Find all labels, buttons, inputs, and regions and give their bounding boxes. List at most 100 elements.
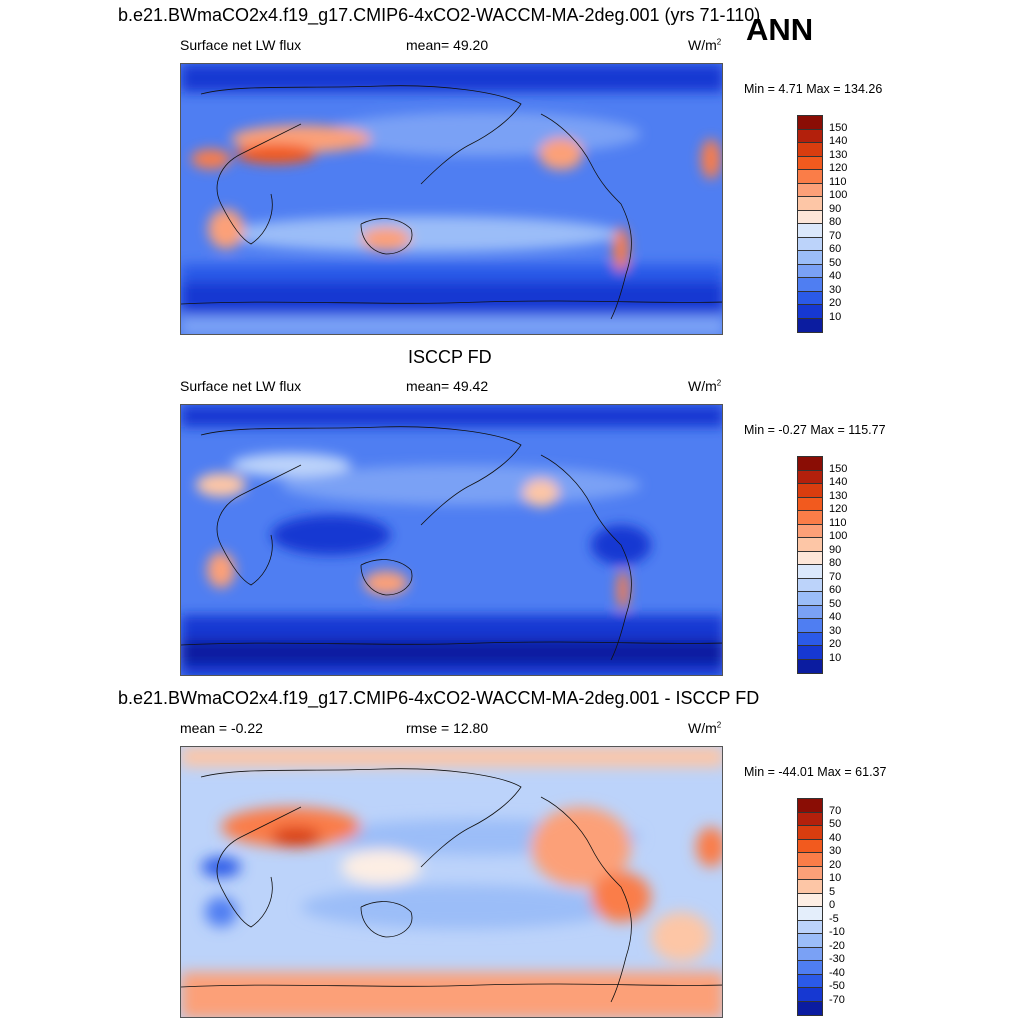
colorbar-tick-label: -40 xyxy=(829,966,845,979)
colorbar-segment xyxy=(798,839,822,853)
panel-diff-minmax: Min = -44.01 Max = 61.37 xyxy=(744,765,887,779)
colorbar-segment xyxy=(798,880,822,894)
colorbar-tick-label: 20 xyxy=(829,858,842,871)
colorbar-tick-label: 70 xyxy=(829,229,842,242)
panel-model-mean: mean= 49.20 xyxy=(406,37,489,53)
colorbar-tick-label: 120 xyxy=(829,162,848,174)
colorbar-tick-label: 20 xyxy=(829,638,842,650)
colorbar-segment xyxy=(798,893,822,907)
colorbar-segment xyxy=(798,497,822,511)
colorbar-tick-label: 40 xyxy=(829,831,842,844)
panel-obs-map xyxy=(180,404,723,676)
colorbar-segment xyxy=(798,605,822,619)
colorbar-tick-label: 20 xyxy=(829,297,842,309)
panel-diff-title: b.e21.BWmaCO2x4.f19_g17.CMIP6-4xCO2-WACC… xyxy=(118,688,760,708)
colorbar-segment xyxy=(798,129,822,143)
colorbar-tick-label: 50 xyxy=(829,256,842,269)
colorbar-segment xyxy=(798,1001,822,1015)
colorbar-segment xyxy=(798,551,822,565)
colorbar-tick-label: 50 xyxy=(829,597,842,610)
panel-diff-colorbar xyxy=(797,798,823,1016)
colorbar-segment xyxy=(798,170,822,184)
panel-diff-map xyxy=(180,746,723,1018)
season-label: ANN xyxy=(746,12,814,47)
colorbar-segment xyxy=(798,947,822,961)
colorbar-segment xyxy=(798,318,822,332)
colorbar-segment xyxy=(798,799,822,813)
colorbar-tick-label: 10 xyxy=(829,651,842,664)
colorbar-tick-label: -5 xyxy=(829,912,839,925)
colorbar-tick-label: 30 xyxy=(829,624,842,637)
panel-obs-variable: Surface net LW flux xyxy=(180,378,302,394)
colorbar-tick-label: 10 xyxy=(829,310,842,323)
colorbar-tick-label: 40 xyxy=(829,611,842,623)
panel-diff-mean: mean = -0.22 xyxy=(180,720,263,736)
panel-diff-rmse: rmse = 12.80 xyxy=(406,720,489,736)
colorbar-segment xyxy=(798,920,822,934)
colorbar-segment xyxy=(798,853,822,867)
colorbar-tick-label: 80 xyxy=(829,216,842,228)
colorbar-tick-label: 100 xyxy=(829,189,848,201)
colorbar-segment xyxy=(798,632,822,646)
colorbar-segment xyxy=(798,278,822,292)
colorbar-segment xyxy=(798,524,822,538)
panel-obs-mean: mean= 49.42 xyxy=(406,378,489,394)
colorbar-segment xyxy=(798,183,822,197)
colorbar-tick-label: 150 xyxy=(829,121,848,134)
colorbar-segment xyxy=(798,988,822,1002)
panel-obs-minmax: Min = -0.27 Max = 115.77 xyxy=(744,423,886,437)
colorbar-tick-label: 90 xyxy=(829,543,842,556)
colorbar-tick-label: 60 xyxy=(829,243,842,255)
colorbar-tick-label: 140 xyxy=(829,476,848,488)
colorbar-tick-label: 30 xyxy=(829,845,842,857)
colorbar-tick-label: 0 xyxy=(829,899,836,911)
colorbar-tick-label: 10 xyxy=(829,872,842,884)
colorbar-tick-label: 70 xyxy=(829,804,842,817)
panel-obs-title: ISCCP FD xyxy=(408,347,492,367)
colorbar-segment xyxy=(798,646,822,660)
colorbar-tick-label: 150 xyxy=(829,462,848,475)
panel-model-minmax: Min = 4.71 Max = 134.26 xyxy=(744,82,883,96)
colorbar-tick-label: 5 xyxy=(829,885,836,898)
colorbar-segment xyxy=(798,470,822,484)
colorbar-segment xyxy=(798,264,822,278)
colorbar-segment xyxy=(798,592,822,606)
colorbar-segment xyxy=(798,826,822,840)
colorbar-tick-label: 110 xyxy=(829,175,847,188)
colorbar-tick-label: 50 xyxy=(829,818,842,830)
colorbar-segment xyxy=(798,974,822,988)
colorbar-tick-label: 80 xyxy=(829,557,842,569)
colorbar-tick-label: 130 xyxy=(829,148,848,161)
colorbar-segment xyxy=(798,866,822,880)
panel-model-unit: W/m2 xyxy=(688,37,722,53)
colorbar-segment xyxy=(798,812,822,826)
panel-model-colorbar xyxy=(797,115,823,333)
colorbar-tick-label: -50 xyxy=(829,980,845,992)
colorbar-segment xyxy=(798,197,822,211)
colorbar-segment xyxy=(798,907,822,921)
colorbar-segment xyxy=(798,619,822,633)
colorbar-segment xyxy=(798,538,822,552)
colorbar-tick-label: 70 xyxy=(829,570,842,583)
colorbar-tick-label: 110 xyxy=(829,516,847,529)
colorbar-segment xyxy=(798,210,822,224)
colorbar-segment xyxy=(798,934,822,948)
colorbar-segment xyxy=(798,143,822,157)
colorbar-tick-label: -70 xyxy=(829,993,845,1006)
colorbar-segment xyxy=(798,511,822,525)
colorbar-tick-label: -10 xyxy=(829,926,845,938)
colorbar-segment xyxy=(798,156,822,170)
panel-obs-unit: W/m2 xyxy=(688,378,722,394)
colorbar-segment xyxy=(798,116,822,130)
colorbar-segment xyxy=(798,484,822,498)
colorbar-segment xyxy=(798,578,822,592)
colorbar-tick-label: 30 xyxy=(829,283,842,296)
panel-model-map xyxy=(180,63,723,335)
colorbar-segment xyxy=(798,251,822,265)
colorbar-segment xyxy=(798,565,822,579)
panel-model-variable: Surface net LW flux xyxy=(180,37,302,53)
colorbar-segment xyxy=(798,659,822,673)
colorbar-segment xyxy=(798,305,822,319)
colorbar-tick-label: 90 xyxy=(829,202,842,215)
figure-title: b.e21.BWmaCO2x4.f19_g17.CMIP6-4xCO2-WACC… xyxy=(118,5,761,25)
